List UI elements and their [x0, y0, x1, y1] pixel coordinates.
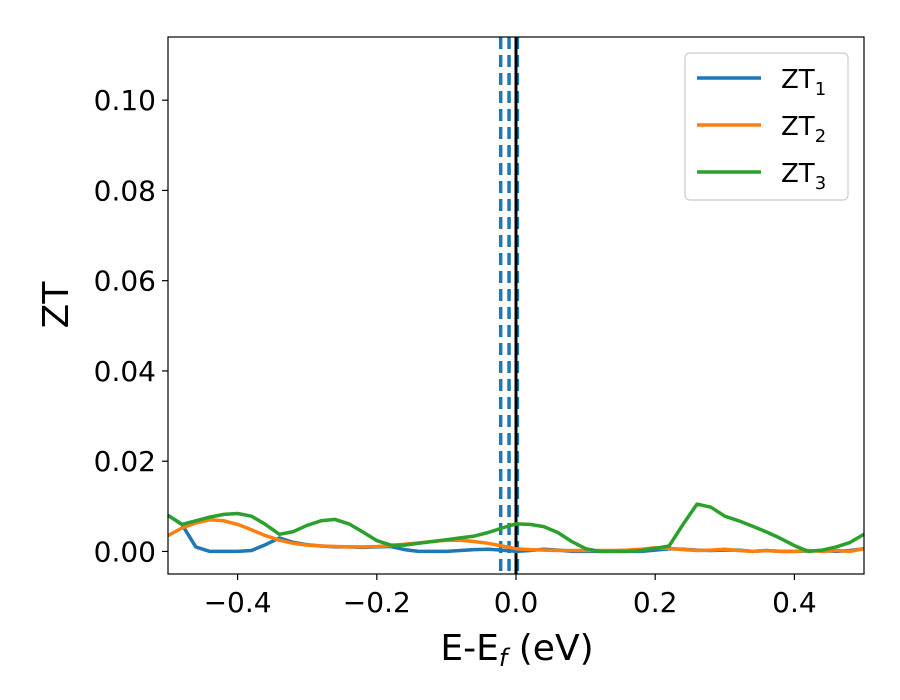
series-line-zt3 [167, 502, 865, 554]
y-tick-label: 0.04 [94, 355, 156, 388]
y-tick-label: 0.08 [94, 174, 156, 207]
series-line-zt2 [167, 518, 865, 554]
series-lines [167, 502, 865, 554]
x-tick-label: 0.0 [494, 586, 539, 619]
x-tick-label: −0.2 [343, 586, 411, 619]
y-tick-label: 0.00 [94, 535, 156, 568]
x-tick-label: 0.2 [633, 586, 678, 619]
y-axis-title: ZT [36, 281, 77, 329]
y-tick-label: 0.02 [94, 445, 156, 478]
x-axis-title-main: E-E [440, 628, 498, 669]
reference-lines [498, 37, 520, 574]
legend: ZT1 ZT2 ZT3 [684, 52, 849, 201]
plot-frame [167, 36, 865, 575]
y-tick-label: 0.06 [94, 265, 156, 298]
y-tick-label: 0.10 [94, 84, 156, 117]
legend-label-zt3: ZT3 [781, 159, 826, 194]
x-axis-title-unit: (eV) [507, 628, 593, 669]
legend-label-zt1: ZT1 [781, 65, 826, 100]
legend-box [684, 52, 849, 201]
x-axis-ticks: −0.4 −0.2 0.0 0.2 0.4 [204, 574, 817, 619]
legend-label-zt2: ZT2 [781, 112, 826, 147]
x-tick-label: −0.4 [204, 586, 272, 619]
y-axis-ticks: 0.00 0.02 0.04 0.06 0.08 0.10 [94, 84, 168, 568]
x-tick-label: 0.4 [772, 586, 817, 619]
x-axis-title: E-Ef (eV) [440, 628, 593, 672]
